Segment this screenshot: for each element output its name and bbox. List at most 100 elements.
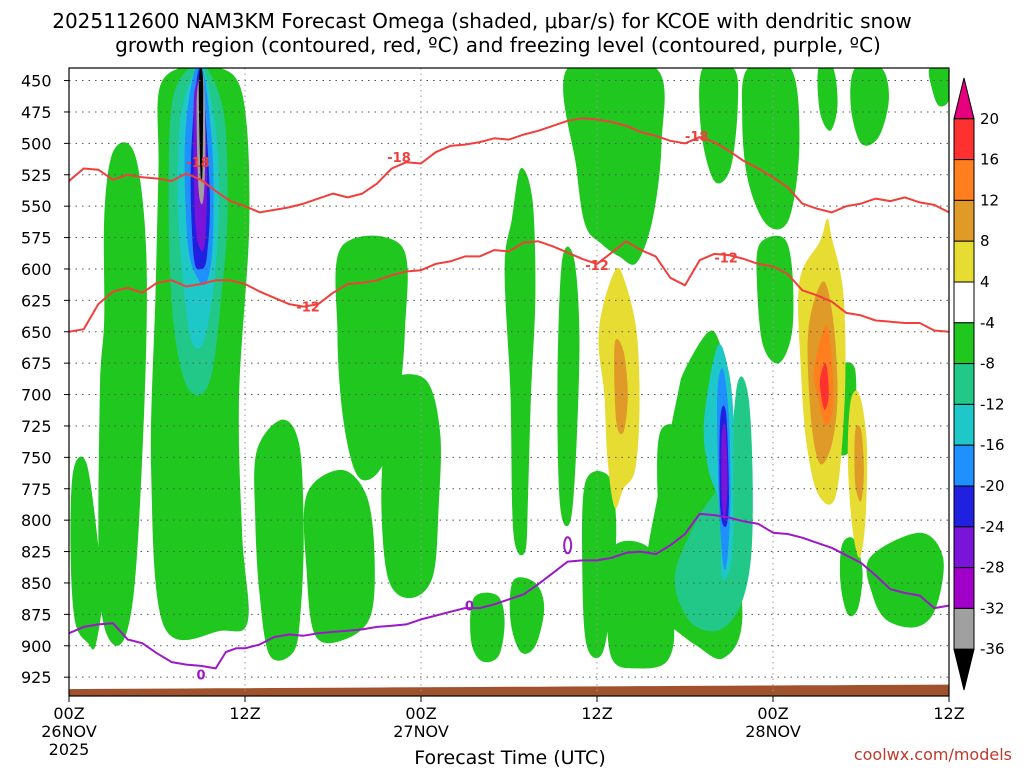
ground-strip [69,684,949,696]
ytick-label-475: 475 [21,103,52,122]
ytick-label-900: 900 [21,637,52,656]
ytick-label-525: 525 [21,166,52,185]
ytick-label-725: 725 [21,417,52,436]
xtick-label-0: 00Z [53,704,84,723]
contour-label-minus18-0: -18 [186,156,210,171]
colorbar-label-11: -28 [980,559,1005,577]
contour-label-freezing-0: 0 [196,669,205,684]
omega-region-41 [614,338,628,435]
omega-region-23 [866,532,944,628]
colorbar-bin-1 [953,118,975,161]
colorbar-bin-bottom [953,648,975,691]
xtick-date-48: 28NOV [745,722,801,741]
y-axis-ticks: 450 475 500 525 550 575 600 625 650 675 700 725 750 7… [21,72,69,687]
colorbar-label-2: 12 [980,191,999,209]
ytick-label-775: 775 [21,480,52,499]
colorbar-label-10: -24 [980,518,1005,536]
colorbar-label-7: -12 [980,395,1005,413]
omega-region-3 [254,419,304,661]
colorbar-label-0: 20 [980,110,999,128]
ytick-label-600: 600 [21,260,52,279]
omega-region-20 [850,68,889,146]
omega-region-8 [509,577,545,654]
colorbar: 20 16 12 8 4 -4 -8 -12 -16 -20 -24 -28 -32 -36 [953,77,1005,691]
omega-region-16 [699,68,739,184]
freezing-closed-loop [563,536,573,555]
xtick-label-60: 12Z [933,704,964,723]
xtick-label-36: 12Z [581,704,612,723]
colorbar-label-12: -32 [980,599,1005,617]
omega-region-42 [854,425,864,502]
ytick-label-675: 675 [21,354,52,373]
omega-region-6 [381,374,441,599]
colorbar-bin-10 [953,485,975,528]
omega-region-7 [470,592,505,663]
ground-terrain [69,684,949,696]
chart-title-line1: 2025112600 NAM3KM Forecast Omega (shaded… [52,9,912,33]
colorbar-bin-top [953,77,975,120]
omega-region-34 [721,423,728,521]
colorbar-label-6: -8 [980,355,995,373]
contour-minus12 [69,240,949,333]
chart-title-line2: growth region (contoured, red, ºC) and f… [115,33,881,57]
omega-region-36 [198,68,204,182]
contour-minus18 [69,117,949,214]
contour-freezing [69,512,949,670]
xtick-label-12: 12Z [229,704,260,723]
colorbar-label-1: 16 [980,151,999,169]
credit-text: coolwx.com/models [854,745,1012,764]
x-axis-label: Forecast Time (UTC) [414,747,605,768]
ytick-label-825: 825 [21,543,52,562]
ytick-label-575: 575 [21,229,52,248]
contour-label-minus12-1: -12 [585,259,609,274]
xtick-year-0: 2025 [49,740,90,759]
contour-label-minus18-1: -18 [387,151,411,166]
contour-label-minus18-2: -18 [685,130,709,145]
ytick-label-550: 550 [21,197,52,216]
omega-region-9 [504,168,536,556]
colorbar-bin-5 [953,281,975,324]
omega-region-17 [741,68,800,230]
ytick-label-700: 700 [21,386,52,405]
omega-region-22 [839,537,863,617]
ytick-label-750: 750 [21,448,52,467]
xtick-label-48: 00Z [757,704,788,723]
omega-shading [70,68,949,669]
ytick-label-625: 625 [21,291,52,310]
colorbar-label-5: -4 [980,314,995,332]
xtick-date-24: 27NOV [393,722,449,741]
ytick-label-500: 500 [21,134,52,153]
omega-region-44 [819,362,829,410]
ytick-label-800: 800 [21,511,52,530]
colorbar-bin-11 [953,526,975,569]
colorbar-label-4: 4 [980,273,990,291]
ytick-label-650: 650 [21,323,52,342]
ytick-label-850: 850 [21,574,52,593]
omega-region-10 [557,246,580,527]
colorbar-bin-6 [953,322,975,365]
colorbar-bin-4 [953,240,975,283]
omega-region-18 [756,235,794,364]
colorbar-bin-3 [953,199,975,242]
omega-region-15 [607,540,675,669]
colorbar-bin-2 [953,159,975,201]
omega-region-19 [817,68,838,131]
ytick-label-925: 925 [21,668,52,687]
colorbar-label-8: -16 [980,436,1005,454]
plot-frame [68,67,950,697]
omega-region-11 [563,68,665,265]
contour-label-freezing-1: 0 [465,600,474,615]
colorbar-bin-8 [953,403,975,446]
colorbar-bin-13 [953,607,975,650]
contour-lines: -18 -18 -18 -12 -12 -12 0 0 [69,117,949,684]
contour-label-minus12-2: -12 [714,252,738,267]
xtick-date-0: 26NOV [41,722,97,741]
omega-region-4 [303,469,375,644]
colorbar-bin-9 [953,444,975,487]
colorbar-bin-12 [953,567,975,609]
colorbar-label-3: 8 [980,232,990,250]
colorbar-bin-7 [953,363,975,405]
colorbar-label-9: -20 [980,477,1005,495]
